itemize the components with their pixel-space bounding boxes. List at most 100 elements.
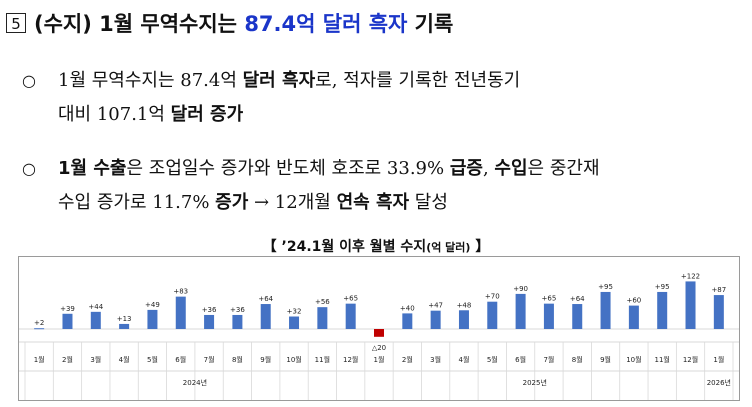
bullet-line: 대비 107.1억 달러 증가 bbox=[58, 98, 243, 132]
data-label: △20 bbox=[372, 344, 386, 352]
bar bbox=[345, 303, 356, 329]
data-label: +64 bbox=[570, 295, 585, 303]
data-label: +2 bbox=[34, 319, 44, 327]
chart-frame: +2 1월 +39 2월 +44 3월 +13 4월 +49 5월 +83 6월 +36 7월 +36 8월 +… bbox=[18, 256, 740, 401]
bold-text: 수출 bbox=[93, 158, 127, 179]
bar bbox=[119, 323, 130, 329]
month-label: 11월 bbox=[655, 355, 670, 364]
bold-text: 1월 bbox=[58, 158, 94, 179]
month-label: 8월 bbox=[572, 355, 583, 364]
data-label: +70 bbox=[485, 293, 500, 301]
section-number-box: 5 bbox=[6, 13, 26, 33]
monthly-balance-chart: +2 1월 +39 2월 +44 3월 +13 4월 +49 5월 +83 6월 +36 7월 +36 8월 +… bbox=[19, 272, 739, 400]
bold-text: 달러 증가 bbox=[170, 104, 244, 125]
bold-text: 급증 bbox=[449, 158, 483, 179]
bullet-marker: ○ bbox=[22, 159, 36, 178]
bar bbox=[147, 309, 158, 329]
month-label: 2월 bbox=[402, 355, 413, 364]
bar bbox=[175, 296, 186, 329]
bold-text: 증가 bbox=[215, 192, 249, 213]
data-label: +65 bbox=[343, 295, 358, 303]
month-label: 6월 bbox=[175, 355, 186, 364]
bar bbox=[657, 291, 668, 329]
bar bbox=[34, 328, 45, 330]
data-label: +60 bbox=[626, 297, 641, 305]
data-label: +44 bbox=[88, 303, 103, 311]
data-label: +64 bbox=[258, 295, 273, 303]
heading-suffix: 기록 bbox=[407, 12, 454, 36]
data-label: +13 bbox=[117, 315, 132, 323]
bullet-line: 수입 증가로 11.7% 증가 → 12개월 연속 흑자 달성 bbox=[58, 186, 448, 220]
data-label: +36 bbox=[230, 306, 245, 314]
bar bbox=[374, 329, 384, 337]
bullet-marker: ○ bbox=[22, 71, 36, 90]
bar bbox=[685, 281, 696, 329]
body-text: 1월 무역수지는 87.4억 bbox=[58, 70, 243, 91]
chart-title-open: 【 bbox=[262, 239, 282, 255]
month-label: 10월 bbox=[626, 355, 641, 364]
month-label: 4월 bbox=[119, 355, 130, 364]
body-text: 대비 107.1억 bbox=[58, 104, 171, 125]
month-label: 1월 bbox=[713, 355, 724, 364]
data-label: +39 bbox=[60, 305, 75, 313]
chart-title-unit: (억 달러) bbox=[426, 241, 471, 254]
body-text: 수입 증가로 11.7% bbox=[58, 192, 216, 213]
year-label: 2025년 bbox=[523, 378, 547, 387]
bold-text: 연속 흑자 bbox=[336, 192, 410, 213]
data-label: +36 bbox=[202, 306, 217, 314]
bar bbox=[572, 304, 583, 329]
month-label: 7월 bbox=[204, 355, 215, 364]
chart-title-close: 】 bbox=[470, 239, 490, 255]
month-label: 9월 bbox=[600, 355, 611, 364]
month-label: 2월 bbox=[62, 355, 73, 364]
year-label: 2026년 bbox=[707, 378, 731, 387]
bar bbox=[402, 313, 413, 329]
bar bbox=[260, 304, 271, 329]
data-label: +49 bbox=[145, 301, 160, 309]
bar bbox=[458, 310, 469, 329]
chart-title-main: ’24.1월 이후 월별 수지 bbox=[281, 239, 427, 255]
body-text: 달성 bbox=[409, 192, 448, 213]
bar bbox=[430, 310, 441, 329]
month-label: 12월 bbox=[343, 355, 358, 364]
bar bbox=[515, 293, 526, 329]
month-label: 8월 bbox=[232, 355, 243, 364]
body-text: 로, 적자를 기록한 전년동기 bbox=[315, 70, 521, 91]
heading-prefix: (수지) 1월 무역수지는 bbox=[34, 12, 245, 36]
body-text: → 12개월 bbox=[248, 192, 337, 213]
month-label: 6월 bbox=[515, 355, 526, 364]
bullet-line: 1월 무역수지는 87.4억 달러 흑자로, 적자를 기록한 전년동기 bbox=[58, 64, 520, 98]
month-label: 10월 bbox=[286, 355, 301, 364]
data-label: +122 bbox=[681, 272, 700, 280]
body-text: 은 중간재 bbox=[527, 158, 600, 179]
bar bbox=[543, 303, 554, 329]
month-label: 3월 bbox=[430, 355, 441, 364]
data-label: +47 bbox=[428, 302, 443, 310]
bold-text: 수입 bbox=[494, 158, 528, 179]
bar bbox=[289, 316, 300, 329]
data-label: +90 bbox=[513, 285, 528, 293]
month-label: 1월 bbox=[374, 355, 385, 364]
data-label: +95 bbox=[655, 283, 670, 291]
bold-text: 달러 흑자 bbox=[242, 70, 316, 91]
data-label: +48 bbox=[457, 301, 472, 309]
month-label: 5월 bbox=[147, 355, 158, 364]
month-label: 4월 bbox=[459, 355, 470, 364]
data-label: +32 bbox=[287, 308, 302, 316]
month-label: 5월 bbox=[487, 355, 498, 364]
bullet-line: 1월 수출은 조업일수 증가와 반도체 호조로 33.9% 급증, 수입은 중간… bbox=[58, 152, 600, 186]
bar bbox=[628, 305, 639, 329]
section-heading: 5 (수지) 1월 무역수지는 87.4억 달러 흑자 기록 bbox=[6, 6, 453, 40]
bar bbox=[62, 313, 73, 329]
month-label: 9월 bbox=[260, 355, 271, 364]
month-label: 1월 bbox=[34, 355, 45, 364]
bar bbox=[487, 301, 498, 329]
data-label: +40 bbox=[400, 304, 415, 312]
data-label: +95 bbox=[598, 283, 613, 291]
body-text: 은 조업일수 증가와 반도체 호조로 33.9% bbox=[126, 158, 450, 179]
body-text: , bbox=[482, 158, 495, 179]
heading-highlight: 87.4억 달러 흑자 bbox=[244, 12, 408, 36]
data-label: +65 bbox=[542, 295, 557, 303]
month-label: 3월 bbox=[90, 355, 101, 364]
year-label: 2024년 bbox=[183, 378, 207, 387]
